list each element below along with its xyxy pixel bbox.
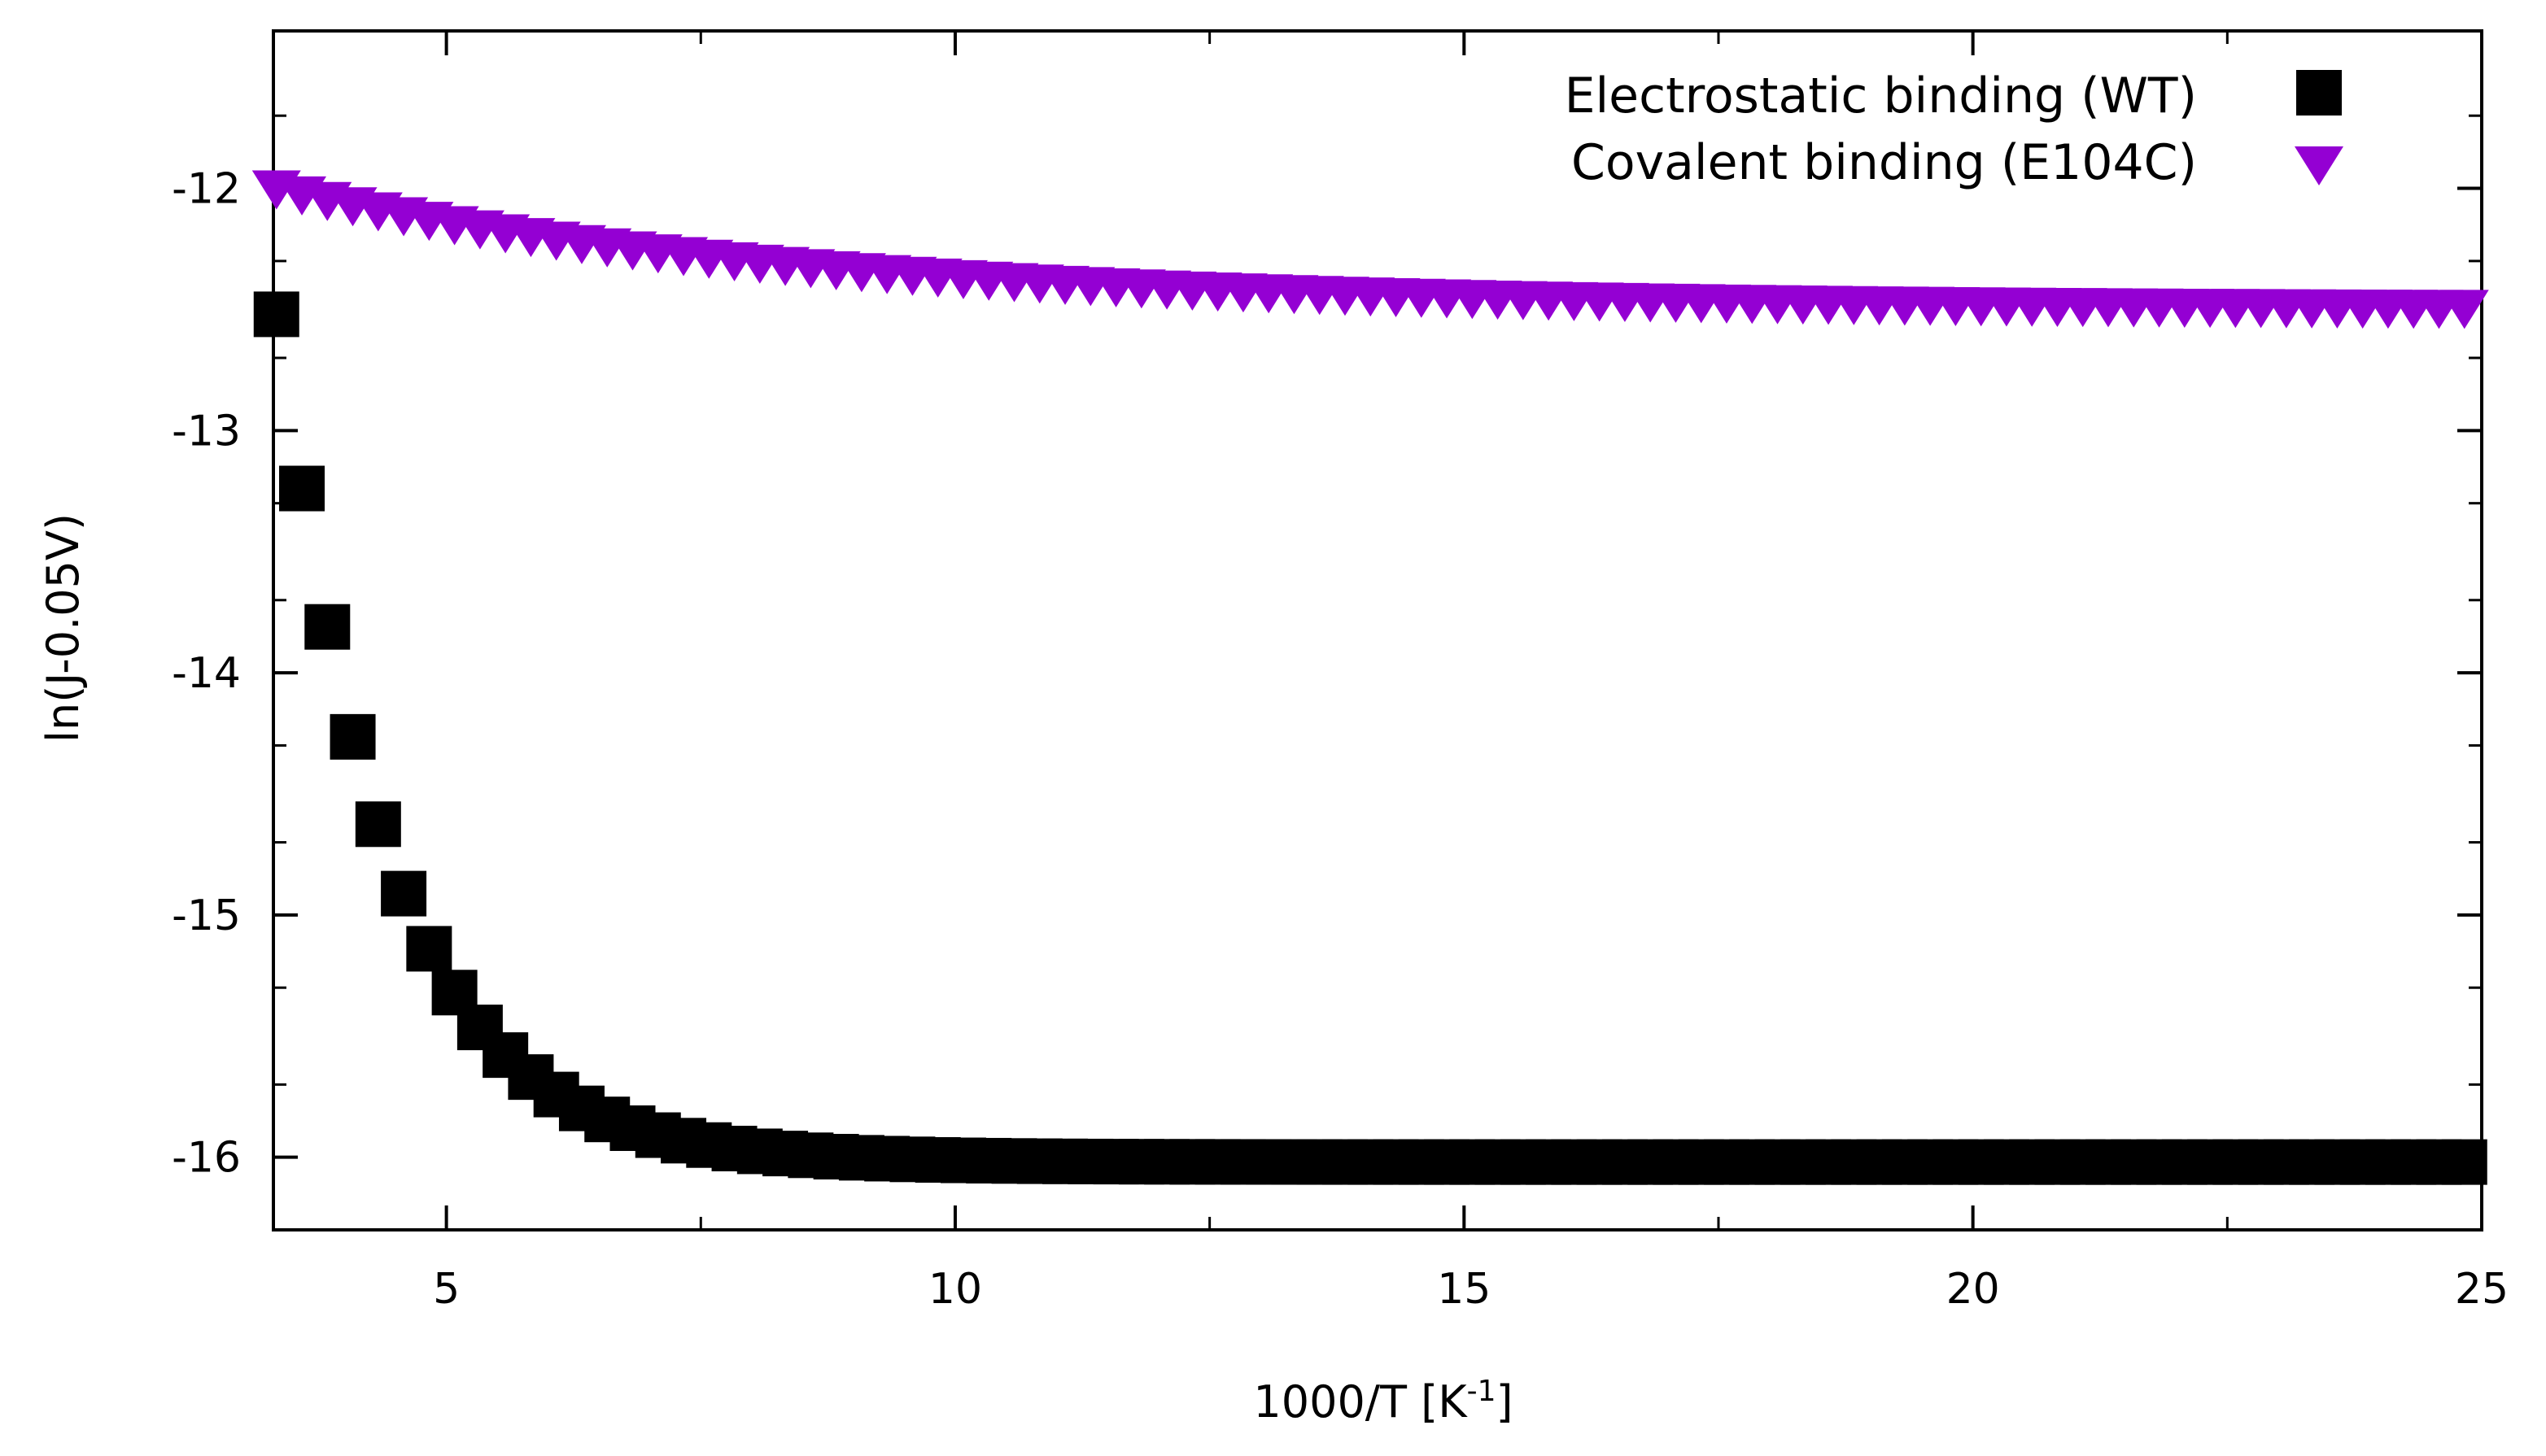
- electrostatic-point: [279, 465, 325, 512]
- x-axis-title: 1000/T [K-1]: [1253, 1375, 1513, 1428]
- electrostatic-point: [2441, 1139, 2487, 1185]
- series-covalent-binding: [251, 170, 2489, 329]
- x-tick-label: 25: [2455, 1265, 2509, 1314]
- electrostatic-point: [304, 604, 351, 650]
- x-axis-title-superscript: -1: [1467, 1375, 1496, 1408]
- y-tick-label: -14: [172, 649, 241, 698]
- x-tick-labels: 5 10 15 20 25: [433, 1265, 2509, 1314]
- x-tick-label: 15: [1437, 1265, 1491, 1314]
- electrostatic-point: [406, 926, 452, 972]
- electrostatic-point: [253, 291, 299, 338]
- series-electrostatic-binding: [253, 291, 2487, 1185]
- plot-frame: [272, 29, 2483, 1231]
- legend-label-electrostatic: Electrostatic binding (WT): [1565, 68, 2197, 124]
- electrostatic-point: [381, 870, 427, 917]
- x-tick-label: 20: [1946, 1265, 2000, 1314]
- x-tick-label: 10: [928, 1265, 982, 1314]
- y-tick-label: -15: [172, 891, 241, 940]
- y-tick-labels: -16 -15 -14 -13 -12: [172, 165, 241, 1183]
- legend-marker-square: [2296, 70, 2342, 116]
- plot-border: [272, 29, 2483, 1231]
- legend-label-covalent: Covalent binding (E104C): [1571, 134, 2197, 191]
- y-tick-label: -12: [172, 165, 241, 214]
- electrostatic-point: [330, 713, 376, 760]
- x-axis-title-main: 1000/T [K: [1253, 1376, 1468, 1428]
- axis-ticks: [273, 31, 2483, 1230]
- x-tick-label: 5: [433, 1265, 460, 1314]
- legend: Electrostatic binding (WT) Covalent bind…: [1565, 68, 2343, 191]
- covalent-point: [2439, 290, 2489, 329]
- y-axis-title: ln(J-0.05V): [37, 513, 89, 743]
- electrostatic-point: [355, 801, 401, 848]
- y-tick-label: -16: [172, 1134, 241, 1183]
- x-axis-title-suffix: ]: [1496, 1376, 1513, 1428]
- legend-marker-triangle: [2295, 146, 2343, 185]
- y-tick-label: -13: [172, 407, 241, 456]
